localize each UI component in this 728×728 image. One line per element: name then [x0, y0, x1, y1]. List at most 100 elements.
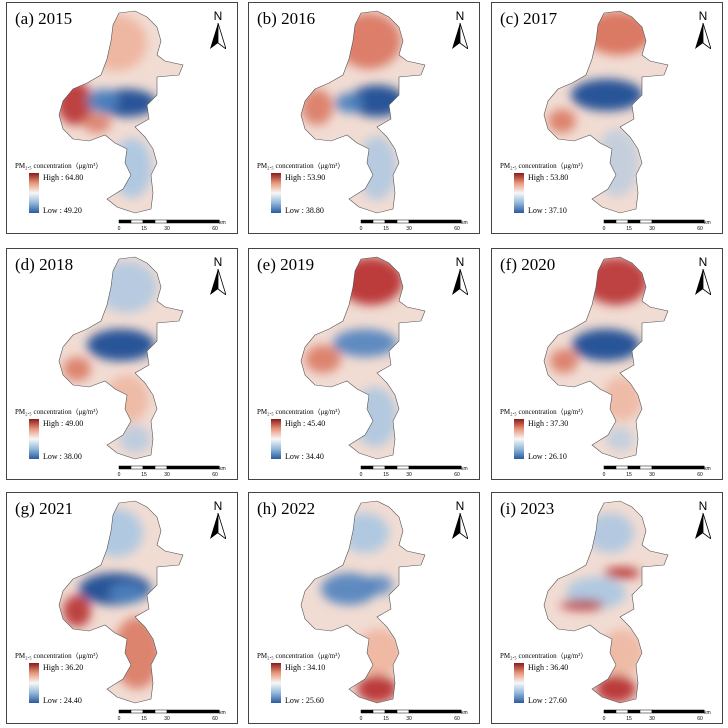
north-label: N: [455, 499, 465, 513]
concentration-patch: [301, 89, 333, 125]
region-boundary: [543, 256, 669, 460]
concentration-patch: [357, 675, 397, 703]
legend-low-value: Low : 38.00: [43, 452, 82, 461]
concentration-patch: [602, 377, 642, 421]
north-arrow-icon: N: [449, 255, 471, 295]
scale-unit-label: km: [704, 710, 711, 716]
legend-color-ramp: [271, 173, 281, 213]
legend-low-value: Low : 24.40: [43, 696, 82, 705]
scale-tick-label: 15: [383, 472, 389, 478]
legend-high-value: High : 34.10: [285, 663, 326, 672]
concentration-patch: [341, 513, 389, 553]
scale-tick-label: 15: [141, 226, 147, 232]
concentration-patch: [548, 109, 576, 133]
legend-title: PM₂.₅ concentration（μg/m³）: [500, 408, 588, 416]
north-label: N: [213, 9, 223, 23]
legend-low-value: Low : 27.60: [528, 696, 567, 705]
legend-high-value: High : 36.20: [43, 663, 84, 672]
concentration-patch: [305, 345, 341, 373]
concentration-patch: [337, 13, 401, 69]
pm25-map: [543, 500, 669, 704]
north-label: N: [455, 9, 465, 23]
scale-unit-label: km: [219, 220, 226, 226]
concentration-patch: [63, 595, 91, 627]
scale-tick-label: 0: [360, 226, 363, 232]
north-label: N: [698, 255, 708, 269]
concentration-patch: [339, 257, 403, 305]
concentration-patch: [571, 79, 643, 111]
region-boundary: [300, 500, 426, 704]
legend-color-ramp: [271, 419, 281, 459]
scale-tick-label: 15: [626, 716, 632, 722]
legend-color-ramp: [514, 419, 524, 459]
region-boundary: [543, 10, 669, 214]
concentration-patch: [105, 375, 149, 423]
pm25-map: [58, 10, 184, 214]
pm25-map: [300, 500, 426, 704]
legend-title: PM₂.₅ concentration（μg/m³）: [15, 652, 103, 660]
legend-color-ramp: [514, 173, 524, 213]
scale-tick-label: 30: [649, 716, 655, 722]
panel-title: (e) 2019: [257, 255, 315, 274]
concentration-patch: [333, 329, 397, 357]
legend-title: PM₂.₅ concentration（μg/m³）: [500, 162, 588, 170]
concentration-patch: [87, 15, 147, 71]
concentration-patch: [584, 257, 648, 305]
scale-tick-label: 15: [383, 716, 389, 722]
map-panel: (a) 2015 N PM₂.₅ concentration（μg/m³） High …: [6, 2, 238, 234]
map-panel: (f) 2020 N PM₂.₅ concentration（μg/m³） High …: [491, 248, 723, 480]
scale-unit-label: km: [461, 466, 468, 472]
scale-tick-label: 30: [406, 716, 412, 722]
legend-high-value: High : 53.90: [285, 173, 326, 182]
legend-color-ramp: [271, 663, 281, 703]
legend-high-value: High : 45.40: [285, 419, 326, 428]
concentration-patch: [596, 675, 636, 703]
panel-title: (f) 2020: [500, 255, 556, 274]
concentration-patch: [109, 583, 145, 603]
concentration-patch: [584, 11, 652, 55]
north-arrow-icon: N: [207, 255, 229, 295]
legend-high-value: High : 49.00: [43, 419, 84, 428]
legend-high-value: High : 53.80: [528, 173, 569, 182]
concentration-patch: [365, 575, 393, 595]
panel-title: (i) 2023: [500, 499, 555, 518]
scale-tick-label: 60: [454, 226, 460, 232]
scale-tick-label: 15: [383, 226, 389, 232]
map-panel: (i) 2023 N PM₂.₅ concentration（μg/m³） High …: [491, 492, 723, 724]
scale-tick-label: 60: [697, 472, 703, 478]
region-boundary: [58, 500, 184, 704]
legend-title: PM₂.₅ concentration（μg/m³）: [257, 408, 345, 416]
concentration-patch: [119, 425, 151, 453]
legend-low-value: Low : 26.10: [528, 452, 567, 461]
scale-unit-label: km: [461, 220, 468, 226]
region-boundary: [58, 256, 184, 460]
scale-unit-label: km: [704, 466, 711, 472]
legend-title: PM₂.₅ concentration（μg/m³）: [257, 652, 345, 660]
north-label: N: [698, 499, 708, 513]
legend-low-value: Low : 25.60: [285, 696, 324, 705]
scale-tick-label: 15: [141, 472, 147, 478]
concentration-patch: [113, 617, 161, 689]
scale-tick-label: 30: [649, 472, 655, 478]
region-boundary: [300, 256, 426, 460]
north-arrow-icon: N: [207, 499, 229, 539]
scale-tick-label: 0: [118, 472, 121, 478]
scale-tick-label: 30: [406, 226, 412, 232]
concentration-patch: [550, 349, 578, 373]
legend-low-value: Low : 49.20: [43, 206, 82, 215]
pm25-map: [543, 10, 669, 214]
scale-tick-label: 60: [212, 226, 218, 232]
scale-tick-label: 60: [697, 716, 703, 722]
concentration-patch: [572, 329, 640, 361]
scale-tick-label: 30: [406, 472, 412, 478]
panel-title: (b) 2016: [257, 9, 316, 28]
concentration-patch: [560, 599, 604, 611]
legend-color-ramp: [29, 419, 39, 459]
scale-tick-label: 60: [454, 472, 460, 478]
